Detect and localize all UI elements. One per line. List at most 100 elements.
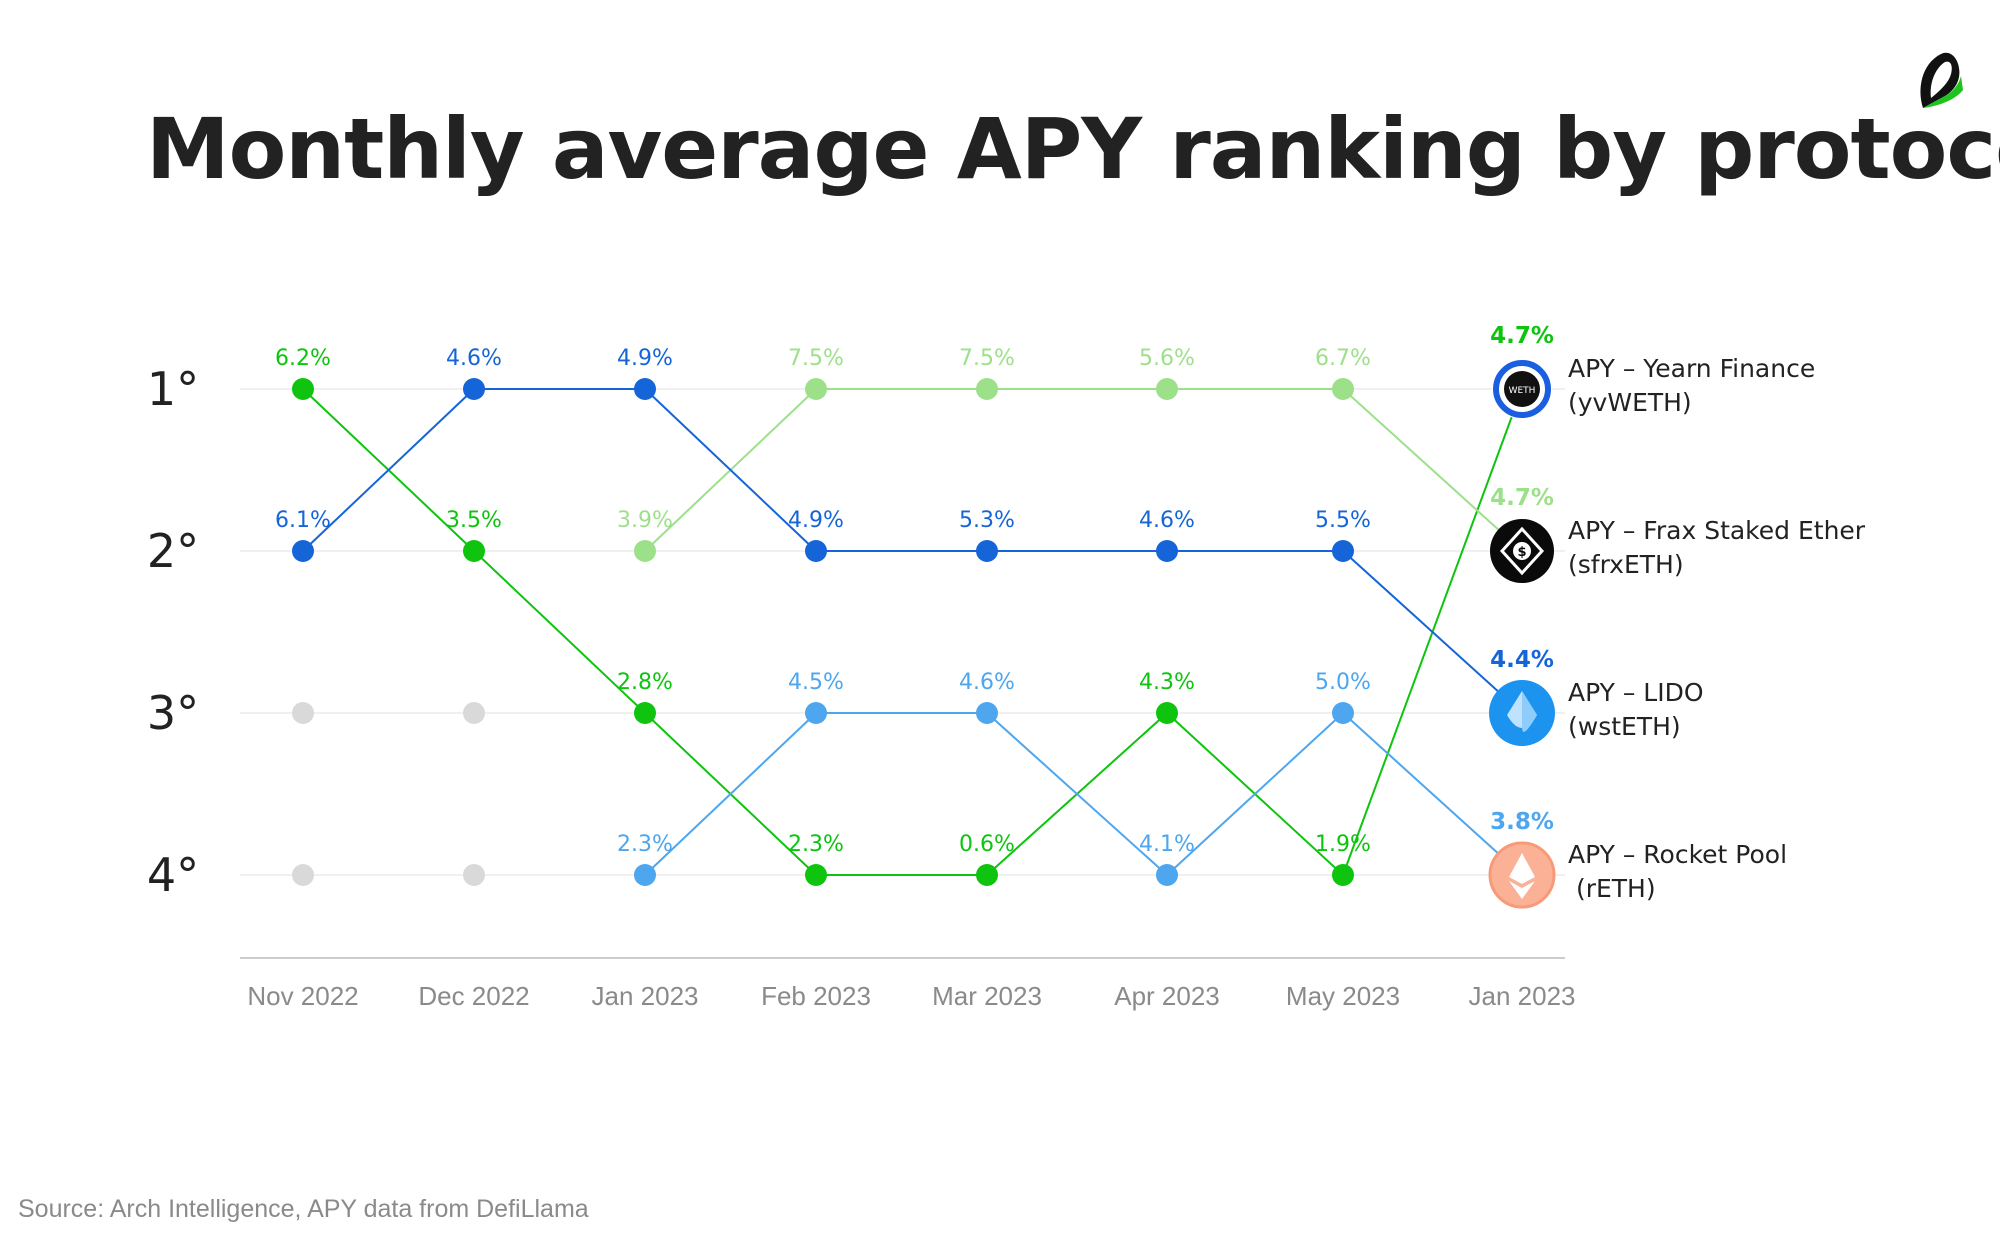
series-point: [463, 540, 485, 562]
x-axis-ticks: Nov 2022 Dec 2022 Jan 2023 Feb 2023 Mar 2023…: [247, 981, 1575, 1011]
data-label: 3.5%: [446, 508, 502, 533]
sfrxeth-icon: $: [1490, 519, 1554, 583]
series-point: [1332, 702, 1354, 724]
legend-label: (yvWETH): [1568, 388, 1692, 417]
x-tick-label: Jan 2023: [592, 981, 699, 1011]
series-point: [1332, 540, 1354, 562]
data-label: 5.5%: [1315, 508, 1371, 533]
legend-value: 3.8%: [1490, 809, 1554, 835]
data-label: 4.3%: [1139, 670, 1195, 695]
x-tick-label: May 2023: [1286, 981, 1400, 1011]
series-point: [1156, 378, 1178, 400]
series-point: [805, 378, 827, 400]
source-note: Source: Arch Intelligence, APY data from…: [18, 1195, 589, 1223]
x-tick-label: Dec 2022: [418, 981, 529, 1011]
placeholder-point: [463, 702, 485, 724]
data-label: 7.5%: [788, 346, 844, 371]
series-point: [805, 702, 827, 724]
data-label: 4.6%: [959, 670, 1015, 695]
series-point: [634, 378, 656, 400]
series-point: [463, 378, 485, 400]
series-line-segment: [473, 550, 646, 714]
series-point: [292, 378, 314, 400]
series-point: [1332, 378, 1354, 400]
series-point: [976, 702, 998, 724]
series-line-segment: [1342, 550, 1523, 714]
placeholder-point: [463, 864, 485, 886]
series-point: [976, 540, 998, 562]
y-tick-label: 2°: [147, 524, 199, 578]
legend-label: APY – Frax Staked Ether: [1568, 516, 1866, 545]
series-point: [976, 378, 998, 400]
data-label: 7.5%: [959, 346, 1015, 371]
wsteth-icon: [1489, 680, 1555, 746]
series-line-segment: [644, 712, 817, 876]
series-line-segment: [986, 712, 1168, 876]
data-label: 6.2%: [275, 346, 331, 371]
placeholder-point: [292, 864, 314, 886]
data-label: 5.3%: [959, 508, 1015, 533]
legend-label: APY – Yearn Finance: [1568, 354, 1815, 383]
series-line-segment: [302, 388, 475, 552]
series-point: [1156, 864, 1178, 886]
data-labels: 6.2% 3.5% 2.8% 2.3% 0.6% 4.3% 1.9% 3.9% 7.5% 7.5%…: [275, 346, 1371, 857]
x-tick-label: Jan 2023: [1469, 981, 1576, 1011]
legend-label: (sfrxETH): [1568, 550, 1684, 579]
series-line-segment: [1166, 712, 1344, 876]
x-tick-label: Mar 2023: [932, 981, 1042, 1011]
placeholder-point: [292, 702, 314, 724]
legend-value: 4.4%: [1490, 647, 1554, 673]
series-line-segment: [644, 388, 817, 552]
y-tick-label: 3°: [147, 686, 199, 740]
data-label: 2.3%: [617, 832, 673, 857]
yvweth-icon: WETH: [1492, 359, 1552, 419]
series-point: [634, 702, 656, 724]
legend-value: 4.7%: [1490, 485, 1554, 511]
legend: WETH 4.7% APY – Yearn Finance (yvWETH) $4.7%…: [1488, 323, 1866, 909]
legend-label: (rETH): [1568, 874, 1656, 903]
data-label: 4.1%: [1139, 832, 1195, 857]
series-points: [292, 378, 1354, 886]
data-label: 4.6%: [446, 346, 502, 371]
series-point: [805, 540, 827, 562]
brand-logo-icon: [1920, 52, 1963, 108]
legend-value: 4.7%: [1490, 323, 1554, 349]
data-label: 4.6%: [1139, 508, 1195, 533]
data-label: 2.8%: [617, 670, 673, 695]
x-tick-label: Feb 2023: [761, 981, 871, 1011]
data-label: 4.9%: [617, 346, 673, 371]
data-label: 1.9%: [1315, 832, 1371, 857]
series-point: [976, 864, 998, 886]
series-point: [634, 864, 656, 886]
gridlines: [240, 388, 1565, 876]
data-label: 4.5%: [788, 670, 844, 695]
data-label: 5.0%: [1315, 670, 1371, 695]
series-line-segment: [1342, 388, 1523, 552]
data-label: 5.6%: [1139, 346, 1195, 371]
chart-title: Monthly average APY ranking by protocol: [146, 100, 2000, 198]
series-point: [292, 540, 314, 562]
data-label: 3.9%: [617, 508, 673, 533]
data-label: 6.1%: [275, 508, 331, 533]
series-point: [634, 540, 656, 562]
series-point: [1156, 540, 1178, 562]
svg-text:WETH: WETH: [1509, 386, 1536, 396]
legend-label: (wstETH): [1568, 712, 1681, 741]
data-label: 0.6%: [959, 832, 1015, 857]
y-axis-ticks: 1° 2° 3° 4°: [147, 362, 199, 902]
x-tick-label: Apr 2023: [1114, 981, 1220, 1011]
series-lines: [302, 388, 1523, 876]
legend-label: APY – LIDO: [1568, 678, 1704, 707]
series-point: [1332, 864, 1354, 886]
legend-label: APY – Rocket Pool: [1568, 840, 1787, 869]
x-tick-label: Nov 2022: [247, 981, 358, 1011]
data-label: 4.9%: [788, 508, 844, 533]
reth-icon: [1488, 841, 1556, 909]
series-point: [805, 864, 827, 886]
data-label: 6.7%: [1315, 346, 1371, 371]
svg-text:$: $: [1517, 545, 1526, 560]
y-tick-label: 4°: [147, 848, 199, 902]
y-tick-label: 1°: [147, 362, 199, 416]
data-label: 2.3%: [788, 832, 844, 857]
